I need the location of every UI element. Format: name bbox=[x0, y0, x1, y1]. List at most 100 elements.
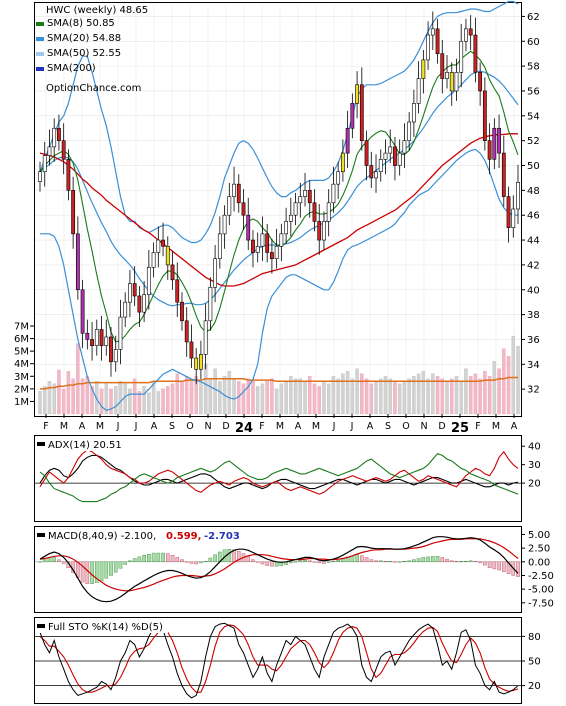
candlesticks bbox=[38, 11, 520, 385]
macd-histogram-bar bbox=[431, 556, 435, 562]
volume-bar bbox=[227, 371, 232, 415]
watermark: OptionChance.com bbox=[46, 83, 141, 94]
candle-body bbox=[128, 283, 132, 303]
candle-body bbox=[440, 53, 445, 79]
candle-body bbox=[359, 84, 364, 141]
volume-bar bbox=[298, 378, 303, 415]
candle-body bbox=[482, 90, 487, 141]
volume-bar bbox=[449, 378, 454, 415]
macd-histogram-bar bbox=[85, 561, 90, 584]
candle-body bbox=[411, 103, 416, 123]
candle-body bbox=[454, 72, 459, 92]
volume-bar bbox=[350, 378, 355, 415]
volume-bar bbox=[369, 383, 374, 415]
candle-body bbox=[430, 28, 435, 36]
volume-bar bbox=[383, 376, 388, 415]
macd-histogram-bar bbox=[57, 559, 61, 563]
macd-histogram-bar bbox=[393, 561, 397, 563]
macd-histogram-bar bbox=[94, 561, 99, 583]
macd-histogram-bar bbox=[246, 556, 251, 562]
volume-bar bbox=[511, 335, 516, 415]
candle-body bbox=[464, 28, 468, 42]
volume-bar bbox=[426, 378, 430, 415]
month-label: F bbox=[259, 421, 264, 432]
candle-body bbox=[80, 289, 85, 334]
candle-body bbox=[511, 208, 516, 228]
volume-bar bbox=[213, 368, 217, 415]
macd-histogram-bar bbox=[355, 554, 359, 563]
macd-histogram-bar bbox=[435, 556, 440, 562]
macd-histogram-bar bbox=[407, 560, 411, 562]
volume-bar bbox=[317, 386, 321, 415]
volume-bar bbox=[336, 378, 340, 415]
candle-body bbox=[501, 152, 506, 197]
candle-body bbox=[75, 233, 80, 291]
candle-body bbox=[199, 354, 203, 370]
candle-body bbox=[326, 202, 331, 222]
macd-histogram-bar bbox=[38, 561, 42, 563]
candle-body bbox=[227, 196, 232, 216]
volume-bar bbox=[109, 388, 113, 415]
volume-bar bbox=[345, 371, 350, 415]
volume-bar bbox=[132, 378, 137, 415]
month-label: A bbox=[151, 421, 158, 432]
volume-bar bbox=[355, 368, 359, 415]
minus-di-line bbox=[39, 452, 519, 503]
plus-di-line bbox=[39, 449, 519, 495]
price-tick-label: 60 bbox=[527, 37, 540, 48]
candle-body bbox=[180, 301, 184, 322]
price-overlays bbox=[39, 0, 519, 411]
macd-tick-label: 5.00 bbox=[528, 530, 550, 541]
macd-histogram-bar bbox=[265, 561, 269, 566]
volume-bar bbox=[516, 345, 520, 415]
sto-tick-label: 20 bbox=[528, 681, 541, 692]
macd-histogram-bar bbox=[175, 557, 180, 563]
adx-title-bg bbox=[36, 438, 148, 451]
volume-bar bbox=[246, 378, 250, 415]
macd-histogram-bar bbox=[516, 561, 520, 577]
candle-body bbox=[265, 233, 270, 253]
macd-histogram-bar bbox=[113, 561, 118, 573]
volume-tick-label: 1M bbox=[14, 397, 29, 408]
volume-tick-label: 2M bbox=[14, 384, 29, 395]
month-label: A bbox=[295, 421, 302, 432]
volume-bar bbox=[184, 376, 189, 415]
candle-body bbox=[161, 239, 165, 247]
month-label: F bbox=[475, 421, 480, 432]
candle-body bbox=[118, 316, 123, 350]
candle-body bbox=[374, 171, 378, 179]
sto-title-bg bbox=[36, 620, 168, 633]
volume-bar bbox=[180, 381, 184, 415]
candle-body bbox=[232, 183, 236, 197]
sto-title-swatch bbox=[37, 624, 45, 628]
volume-bar bbox=[175, 373, 179, 415]
volume-bar bbox=[161, 388, 165, 415]
volume-bar bbox=[374, 381, 378, 415]
macd-histogram-bar bbox=[118, 561, 123, 569]
volume-bar bbox=[142, 386, 146, 415]
macd-histogram-bar bbox=[161, 552, 165, 563]
candle-body bbox=[331, 183, 336, 204]
volume-bar bbox=[57, 369, 61, 415]
macd-histogram-bar bbox=[426, 556, 430, 563]
price-tick-label: 40 bbox=[527, 285, 540, 296]
volume-bar bbox=[255, 386, 260, 415]
macd-histogram-bar bbox=[478, 561, 482, 564]
macd-lines bbox=[39, 536, 519, 603]
macd-signal-value: 0.599, bbox=[166, 531, 201, 542]
candle-body bbox=[473, 34, 478, 73]
volume-bar bbox=[274, 388, 279, 415]
volume-tick-label: 6M bbox=[14, 334, 29, 345]
adx-title: ADX(14) 20.51 bbox=[48, 440, 122, 451]
month-label: O bbox=[186, 421, 193, 432]
price-tick-label: 50 bbox=[527, 161, 540, 172]
macd-histogram-bar bbox=[483, 561, 487, 566]
candle-body bbox=[369, 165, 374, 179]
candle-body bbox=[298, 196, 303, 204]
macd-histogram-bar bbox=[492, 561, 497, 570]
candle-body bbox=[378, 159, 383, 173]
volume-bar bbox=[241, 383, 246, 415]
